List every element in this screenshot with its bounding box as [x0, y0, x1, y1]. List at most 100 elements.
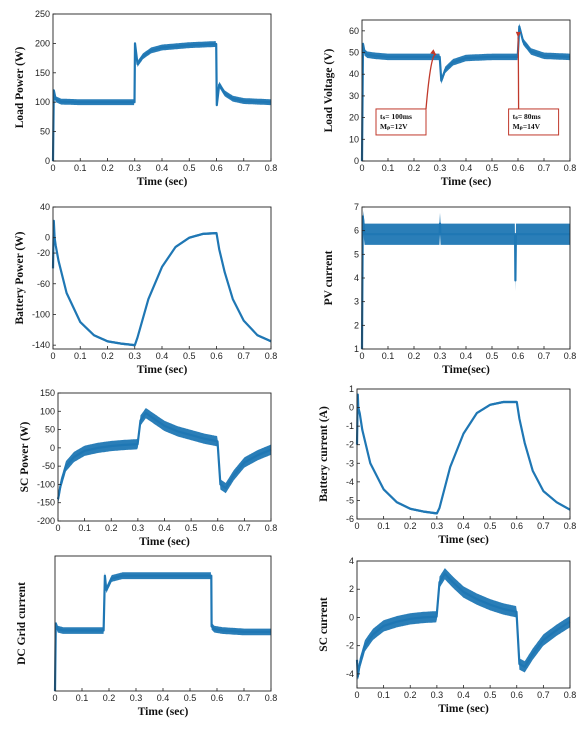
series-line-0 [360, 215, 570, 350]
x-tick-label: 0.5 [484, 521, 497, 531]
x-tick-label: 0.7 [537, 690, 550, 700]
x-tick-label: 0.4 [156, 163, 169, 173]
x-tick-label: 0.1 [377, 690, 390, 700]
x-tick-label: 0.7 [238, 693, 251, 703]
y-tick-label: 20 [349, 113, 359, 123]
x-tick-label: 0 [359, 163, 364, 173]
y-tick-label: 150 [40, 388, 55, 398]
y-tick-label: 3 [354, 297, 359, 307]
y-tick-label: -4 [346, 477, 354, 487]
annotation-arrow [425, 54, 437, 110]
x-tick-label: 0.7 [538, 351, 551, 361]
x-axis-label: Time (sec) [438, 703, 489, 715]
panel-battery-current: 0 0.1 0.2 0.3 0.4 0.5 0.6 0.7 0.8 -6 -5 -4 -3 -2 -1 0 1 T… [318, 384, 576, 546]
x-tick-label: 0.3 [431, 690, 444, 700]
annotation-box [375, 108, 427, 136]
x-tick-label: 0.4 [156, 351, 169, 361]
x-tick-label: 0.5 [184, 693, 197, 703]
x-tick-label: 0.3 [132, 523, 145, 533]
x-axis-label: Time (sec) [138, 706, 189, 718]
y-axis-label: PV current [323, 250, 335, 305]
series-line-0 [56, 412, 272, 500]
panel-load-power: 0 0.1 0.2 0.3 0.4 0.5 0.6 0.7 0.8 0 50 100 150 200 250… [14, 9, 277, 188]
y-tick-label: -6 [346, 514, 354, 524]
x-tick-label: 0.8 [564, 690, 577, 700]
x-tick-label: 0.1 [76, 693, 89, 703]
x-tick-label: 0.8 [265, 351, 278, 361]
x-tick-label: 0.1 [74, 163, 87, 173]
y-tick-label: 2 [354, 320, 359, 330]
panel-pv-current: 0 0.1 0.2 0.3 0.4 0.5 0.6 0.7 0.8 1 2 3 4 5 6 7 Time(sec… [323, 202, 576, 376]
x-tick-label: 0.8 [265, 523, 278, 533]
x-tick-label: 0.8 [265, 163, 278, 173]
x-tick-label: 0.6 [210, 163, 223, 173]
y-tick-label: 1 [349, 384, 354, 394]
x-tick-label: 0.3 [130, 693, 143, 703]
y-axis-label: SC Power (W) [19, 421, 31, 492]
series-line-0 [53, 574, 271, 692]
y-tick-label: 200 [35, 38, 50, 48]
y-tick-label: -140 [32, 340, 50, 350]
y-tick-label: 4 [349, 556, 354, 566]
y-tick-label: -50 [42, 461, 55, 471]
x-tick-label: 0.8 [564, 351, 577, 361]
y-tick-label: 60 [349, 26, 359, 36]
series-band-0 [362, 210, 570, 360]
x-tick-label: 0.6 [210, 351, 223, 361]
x-tick-label: 0 [354, 690, 359, 700]
x-tick-label: 0.1 [382, 351, 395, 361]
y-tick-label: 30 [349, 91, 359, 101]
axes-frame [52, 13, 272, 162]
y-tick-label: -100 [37, 479, 55, 489]
y-tick-label: -60 [37, 279, 50, 289]
x-tick-label: 0 [50, 351, 55, 361]
y-tick-label: -2 [346, 440, 354, 450]
y-tick-label: 2 [349, 584, 354, 594]
y-axis-label: Battery Power (W) [14, 231, 26, 324]
x-tick-label: 0.6 [510, 521, 523, 531]
series-line-0 [51, 219, 272, 347]
y-tick-label: 0 [349, 403, 354, 413]
series-band-0 [362, 23, 570, 165]
y-axis-label: Load Voltage (V) [323, 48, 335, 132]
axes-frame [361, 19, 571, 162]
x-tick-label: 0.4 [460, 163, 473, 173]
y-tick-label: 50 [349, 48, 359, 58]
y-tick-label: 5 [354, 249, 359, 259]
x-tick-label: 0 [50, 163, 55, 173]
y-tick-label: -2 [346, 641, 354, 651]
panel-battery-power: 0 0.1 0.2 0.3 0.4 0.5 0.6 0.7 0.8 -140 -100 -60 -20 0… [14, 202, 277, 376]
x-tick-label: 0.5 [183, 351, 196, 361]
y-tick-label: 50 [40, 127, 50, 137]
x-tick-label: 0.2 [404, 521, 417, 531]
x-axis-label: Time (sec) [441, 176, 492, 188]
x-tick-label: 0.3 [128, 163, 141, 173]
x-tick-label: 0.1 [377, 521, 390, 531]
x-tick-label: 0.4 [457, 521, 470, 531]
y-tick-label: -200 [37, 516, 55, 526]
y-axis-label: DC Grid current [16, 582, 28, 665]
x-axis-label: Time (sec) [137, 176, 188, 188]
x-tick-label: 0.4 [460, 351, 473, 361]
y-tick-label: 6 [354, 226, 359, 236]
y-axis-label: Battery current (A) [318, 406, 330, 502]
series-line-0 [355, 393, 571, 515]
x-tick-label: 0.2 [105, 523, 118, 533]
x-tick-label: 0.2 [404, 690, 417, 700]
y-tick-label: 4 [354, 273, 359, 283]
x-tick-label: 0.6 [211, 523, 224, 533]
annotation-arrow [517, 36, 520, 109]
y-tick-label: 40 [349, 69, 359, 79]
panel-dc-grid-current: 0 0.1 0.2 0.3 0.4 0.5 0.6 0.7 0.8 Time (sec) DC Gr… [16, 555, 277, 718]
x-tick-label: 0.2 [101, 351, 114, 361]
x-tick-label: 0.2 [101, 163, 114, 173]
y-tick-label: -3 [346, 458, 354, 468]
series-line-0 [355, 572, 571, 678]
series-line-0 [51, 42, 272, 162]
y-tick-label: -150 [37, 498, 55, 508]
y-tick-label: 0 [354, 156, 359, 166]
y-tick-label: 0 [45, 233, 50, 243]
x-tick-label: 0.7 [537, 521, 550, 531]
